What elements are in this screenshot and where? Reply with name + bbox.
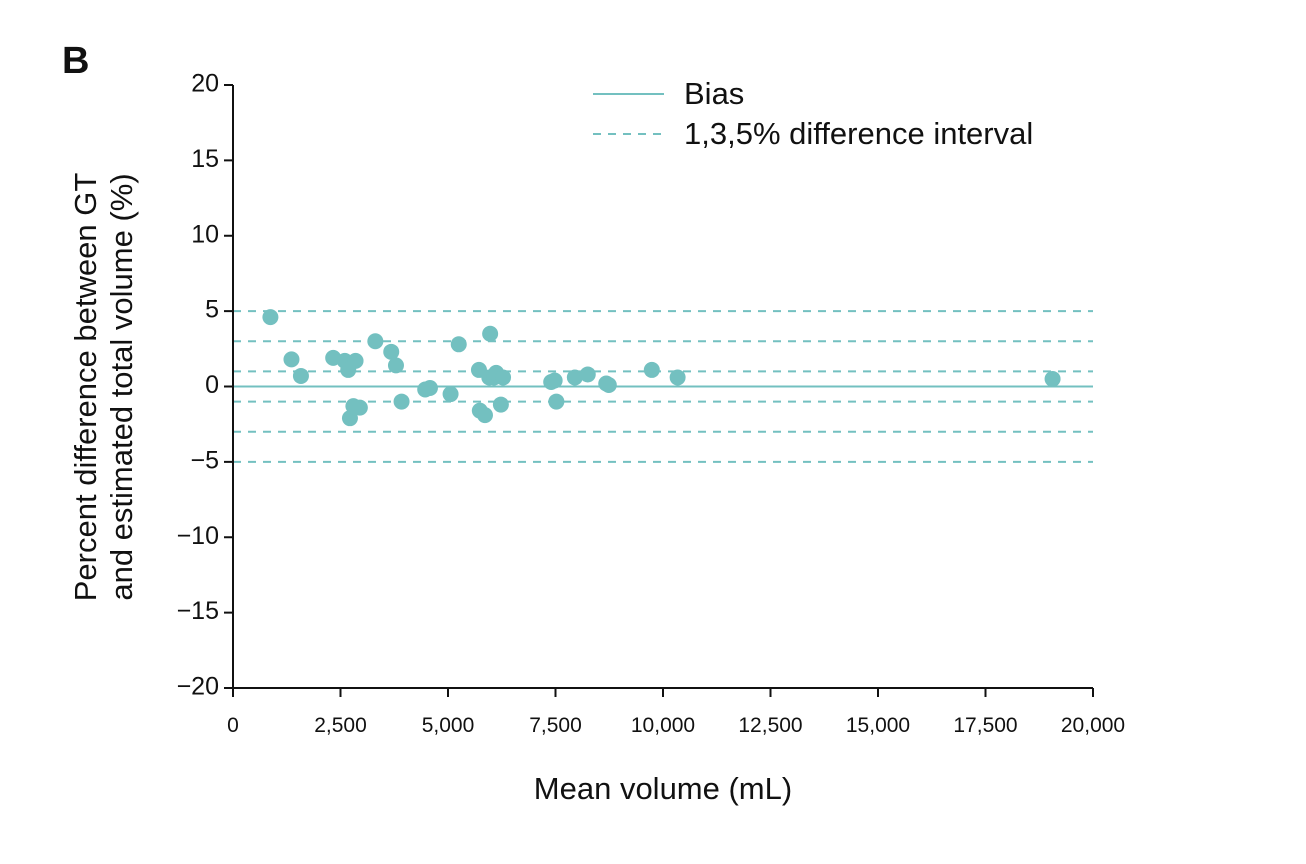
data-point — [367, 333, 384, 350]
data-point — [566, 369, 583, 386]
x-tick-label: 20,000 — [1061, 714, 1125, 737]
data-point — [548, 393, 565, 410]
y-tick-label: −20 — [177, 673, 219, 701]
data-point — [482, 325, 499, 342]
data-point — [476, 407, 493, 424]
y-tick-label: 15 — [191, 145, 219, 173]
x-tick-label: 7,500 — [529, 714, 582, 737]
y-tick-label: −10 — [177, 522, 219, 550]
panel-label: B — [62, 40, 89, 82]
legend-bias-label: Bias — [684, 76, 744, 111]
x-tick-label: 17,500 — [953, 714, 1017, 737]
y-axis-title: Percent difference between GT and estima… — [68, 173, 139, 602]
data-point — [347, 352, 364, 369]
axes: 20 15 10 5 0 −5 −10 −15 −20 0 2,500 5,000 7,500 10,00… — [177, 70, 1126, 737]
data-point — [283, 351, 300, 368]
data-point — [421, 380, 438, 397]
data-point — [669, 369, 686, 386]
y-tick-label: 10 — [191, 220, 219, 248]
data-point — [292, 367, 309, 384]
legend: Bias 1,3,5% difference interval — [593, 76, 1033, 151]
y-tick-label: −5 — [190, 446, 219, 474]
x-tick-label: 10,000 — [631, 714, 695, 737]
data-points — [262, 309, 1061, 427]
data-point — [579, 366, 596, 383]
data-point — [1044, 370, 1061, 387]
reference-lines — [233, 310, 1093, 463]
data-point — [387, 357, 404, 374]
data-point — [393, 393, 410, 410]
x-tick-label: 5,000 — [422, 714, 475, 737]
y-axis-title-line1: Percent difference between GT — [68, 173, 103, 602]
data-point — [643, 361, 660, 378]
data-point — [492, 396, 509, 413]
legend-interval-label: 1,3,5% difference interval — [684, 116, 1033, 151]
data-point — [442, 386, 459, 403]
data-point — [546, 372, 563, 389]
data-point — [341, 410, 358, 427]
data-point — [351, 399, 368, 416]
x-tick-label: 12,500 — [738, 714, 802, 737]
y-tick-label: 0 — [205, 371, 219, 399]
data-point — [600, 376, 617, 393]
y-tick-label: 5 — [205, 296, 219, 324]
data-point — [495, 369, 512, 386]
data-point — [450, 336, 467, 353]
y-axis-title-line2: and estimated total volume (%) — [104, 173, 139, 600]
y-tick-label: −15 — [177, 597, 219, 625]
x-axis-title: Mean volume (mL) — [534, 771, 792, 806]
x-tick-label: 2,500 — [314, 714, 367, 737]
x-tick-label: 15,000 — [846, 714, 910, 737]
y-tick-label: 20 — [191, 70, 219, 98]
data-point — [383, 343, 400, 360]
data-point — [262, 309, 279, 326]
x-tick-label: 0 — [227, 714, 239, 737]
